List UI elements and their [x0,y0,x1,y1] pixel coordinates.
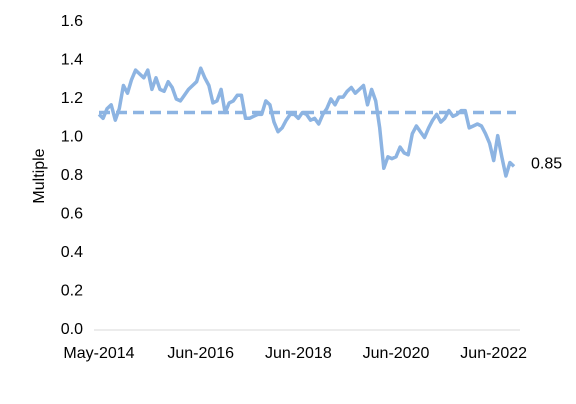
x-tick-label: Jun-2020 [363,345,430,362]
x-tick-label: Jun-2016 [167,345,234,362]
y-tick-label: 0.4 [61,244,83,261]
y-tick-label: 1.6 [61,13,83,30]
series-line [97,66,516,178]
y-tick-label: 1.2 [61,90,83,107]
y-tick-label: 0.8 [61,167,83,184]
y-tick-label: 0.6 [61,206,83,223]
x-tick-label: Jun-2022 [460,345,527,362]
value-label: 0.85 [531,156,562,173]
y-tick-label: 0.0 [61,321,83,338]
y-tick-label: 0.2 [61,283,83,300]
x-tick-label: May-2014 [63,345,134,362]
y-tick-label: 1.4 [61,52,83,69]
y-tick-label: 1.0 [61,129,83,146]
y-axis-label: Multiple [31,148,48,203]
x-tick-label: Jun-2018 [265,345,332,362]
